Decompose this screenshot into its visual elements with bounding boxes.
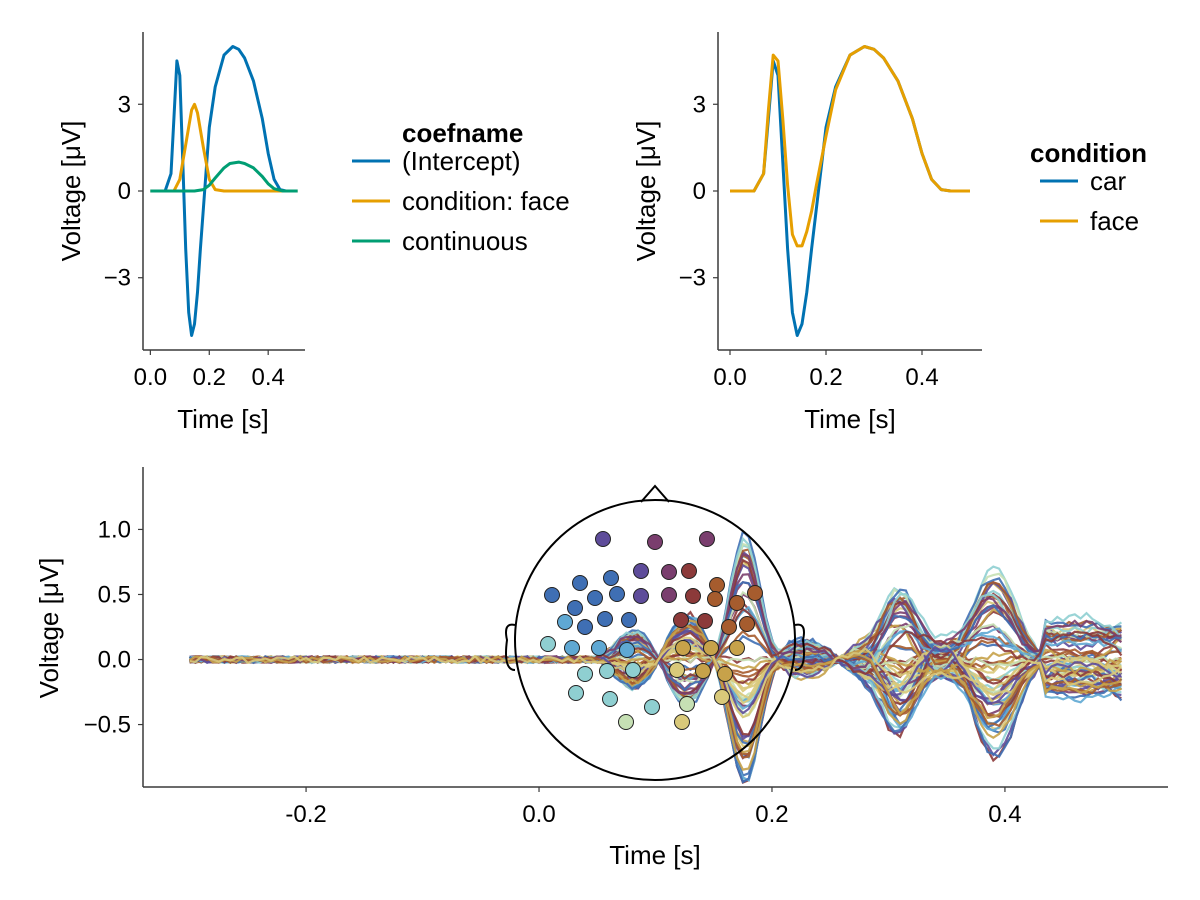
legend-item: condition: face [402,186,570,216]
x-tick-label: 0.2 [755,801,788,828]
electrode-marker [721,619,737,635]
x-tick-label: 0.0 [522,801,555,828]
x-tick-label: 0.2 [809,364,842,391]
head-outline [514,499,796,781]
electrode-marker [714,689,730,705]
p2-ylabel: Voltage [μV] [631,121,661,262]
electrode-marker [669,662,685,678]
butterfly-lines [188,529,1123,784]
electrode-marker [591,640,607,656]
electrode-marker [572,575,588,591]
series-line [730,45,970,337]
legend-item: continuous [402,226,528,256]
series-line [730,45,970,248]
legend-item: car [1090,166,1126,196]
electrode-marker [707,591,723,607]
electrode-marker [739,616,755,632]
y-tick-label: 0.0 [98,647,131,674]
electrode-marker [544,587,560,603]
nose [640,484,670,503]
p2-legend-title: condition [1030,138,1147,168]
y-tick-label: 1.0 [98,516,131,543]
electrode-marker [599,663,615,679]
electrode-marker [685,588,701,604]
electrode-marker [618,714,634,730]
topoplot-inset [505,484,805,781]
electrode-marker [674,714,690,730]
electrode-marker [729,640,745,656]
series-line [150,45,298,337]
channel-line [189,636,1123,719]
channel-line [189,607,1123,681]
legend-item: face [1090,206,1139,236]
x-tick-label: 0.4 [905,364,938,391]
electrode-marker [747,585,763,601]
series-line [150,160,298,193]
p1-ylabel: Voltage [μV] [56,121,86,262]
coefname-legend: coefname (Intercept) condition: face conti… [352,118,570,256]
y-tick-label: 0.5 [98,581,131,608]
electrode-marker [661,564,677,580]
y-tick-label: 0 [693,178,706,205]
series-line [150,102,298,193]
x-tick-label: 0.0 [134,364,167,391]
x-tick-label: 0.4 [988,801,1021,828]
electrode-marker [567,600,583,616]
right-ear [794,623,805,671]
electrode-marker [673,612,689,628]
electrode-marker [647,534,663,550]
electrode-marker [587,590,603,606]
electrode-marker [675,640,691,656]
y-tick-label: −3 [104,265,131,292]
coefficient-plot: Time [s] Voltage [μV] 0.0 0.2 0.4 −3 0 3 [56,32,305,434]
electrode-marker [540,636,556,652]
electrode-marker [709,577,725,593]
p1-legend-title: coefname [402,118,523,148]
electrode-marker [625,662,641,678]
electrode-marker [609,586,625,602]
p3-ylabel: Voltage [μV] [34,558,64,699]
electrode-marker [619,642,635,658]
condition-legend: condition car face [1030,138,1147,236]
condition-plot: Time [s] Voltage [μV] 0.0 0.2 0.4 −3 0 3 [631,32,982,434]
butterfly-plot: Time [s] Voltage [μV] -0.2 0.0 0.2 0.4 −0.5 0… [34,467,1168,870]
electrode-marker [681,563,697,579]
electrode-marker [633,588,649,604]
x-tick-label: 0.2 [193,364,226,391]
electrode-marker [729,595,745,611]
electrode-marker [717,666,733,682]
electrode-marker [644,699,660,715]
x-tick-label: -0.2 [285,801,326,828]
x-tick-label: 0.4 [251,364,284,391]
electrode-marker [703,640,719,656]
electrode-marker [697,613,713,629]
p1-xlabel: Time [s] [177,404,268,434]
electrode-marker [695,663,711,679]
electrode-marker [603,570,619,586]
left-ear [505,623,516,671]
electrode-marker [577,666,593,682]
p3-xlabel: Time [s] [609,840,700,870]
electrode-marker [633,563,649,579]
y-tick-label: −3 [679,265,706,292]
y-tick-label: −0.5 [84,712,131,739]
electrode-marker [564,640,580,656]
electrode-marker [568,685,584,701]
electrode-marker [577,619,593,635]
electrode-marker [557,614,573,630]
x-tick-label: 0.0 [713,364,746,391]
electrode-marker [621,612,637,628]
y-tick-label: 3 [118,91,131,118]
electrode-marker [661,587,677,603]
electrode-marker [595,531,611,547]
p2-xlabel: Time [s] [804,404,895,434]
y-tick-label: 0 [118,178,131,205]
electrode-marker [602,691,618,707]
electrode-marker [699,531,715,547]
y-tick-label: 3 [693,91,706,118]
legend-item: (Intercept) [402,146,521,176]
electrode-marker [679,696,695,712]
electrode-marker [597,611,613,627]
